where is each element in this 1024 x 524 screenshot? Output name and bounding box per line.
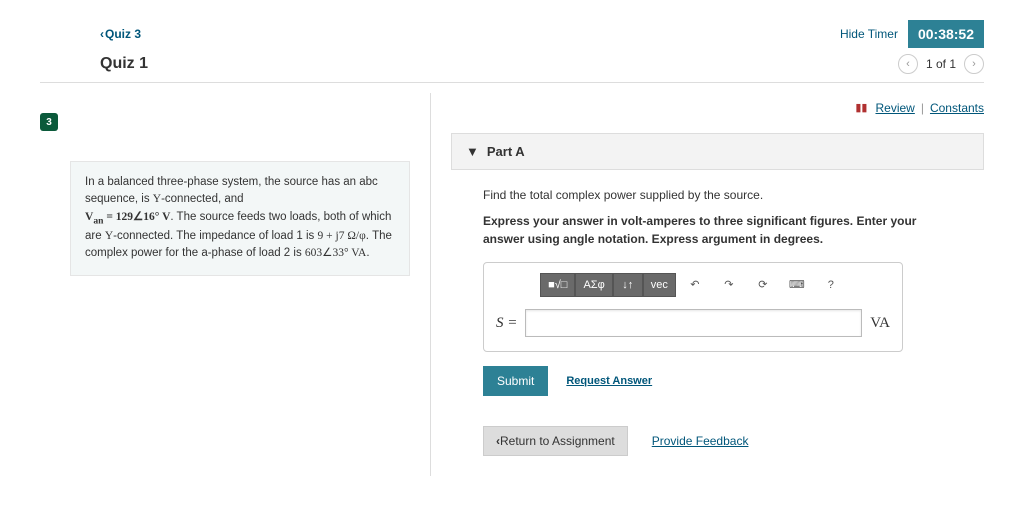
- pager-prev[interactable]: ‹: [898, 54, 918, 74]
- part-prompt: Find the total complex power supplied by…: [483, 186, 960, 204]
- pager-next[interactable]: ›: [964, 54, 984, 74]
- toolbar-greek[interactable]: ΑΣφ: [575, 273, 612, 297]
- answer-unit: VA: [870, 312, 890, 335]
- pager-position: 1 of 1: [926, 57, 956, 71]
- breadcrumb-back[interactable]: Quiz 3: [100, 27, 141, 41]
- review-link[interactable]: Review: [875, 101, 914, 115]
- page-title: Quiz 1: [100, 55, 148, 73]
- equation-toolbar: ■√□ ΑΣφ ↓↑ vec ↶ ↷ ⟳ ⌨ ?: [496, 273, 890, 297]
- toolbar-templates[interactable]: ■√□: [540, 273, 575, 297]
- feedback-link[interactable]: Provide Feedback: [652, 432, 749, 450]
- pager: ‹ 1 of 1 ›: [898, 54, 984, 74]
- toolbar-redo[interactable]: ↷: [714, 273, 744, 297]
- toolbar-help[interactable]: ?: [816, 273, 846, 297]
- toolbar-scripts[interactable]: ↓↑: [613, 273, 643, 297]
- toolbar-vec[interactable]: vec: [643, 273, 676, 297]
- return-button[interactable]: Return to Assignment: [483, 426, 628, 456]
- toolbar-undo[interactable]: ↶: [680, 273, 710, 297]
- answer-panel: ■√□ ΑΣφ ↓↑ vec ↶ ↷ ⟳ ⌨ ? S =: [483, 262, 903, 352]
- answer-lhs: S =: [496, 312, 517, 335]
- request-answer-link[interactable]: Request Answer: [566, 373, 652, 390]
- part-instruction: Express your answer in volt-amperes to t…: [483, 212, 960, 248]
- part-header[interactable]: ▼ Part A: [451, 133, 984, 170]
- submit-button[interactable]: Submit: [483, 366, 548, 396]
- timer-value: 00:38:52: [908, 20, 984, 48]
- toolbar-reset[interactable]: ⟳: [748, 273, 778, 297]
- answer-input[interactable]: [525, 309, 862, 337]
- flag-icon: ▮▮: [855, 101, 867, 115]
- problem-statement: In a balanced three-phase system, the so…: [70, 161, 410, 276]
- toolbar-keyboard[interactable]: ⌨: [782, 273, 812, 297]
- part-title: Part A: [487, 144, 525, 159]
- collapse-icon: ▼: [466, 144, 479, 159]
- hide-timer-link[interactable]: Hide Timer: [840, 27, 898, 41]
- step-badge: 3: [40, 113, 58, 131]
- constants-link[interactable]: Constants: [930, 101, 984, 115]
